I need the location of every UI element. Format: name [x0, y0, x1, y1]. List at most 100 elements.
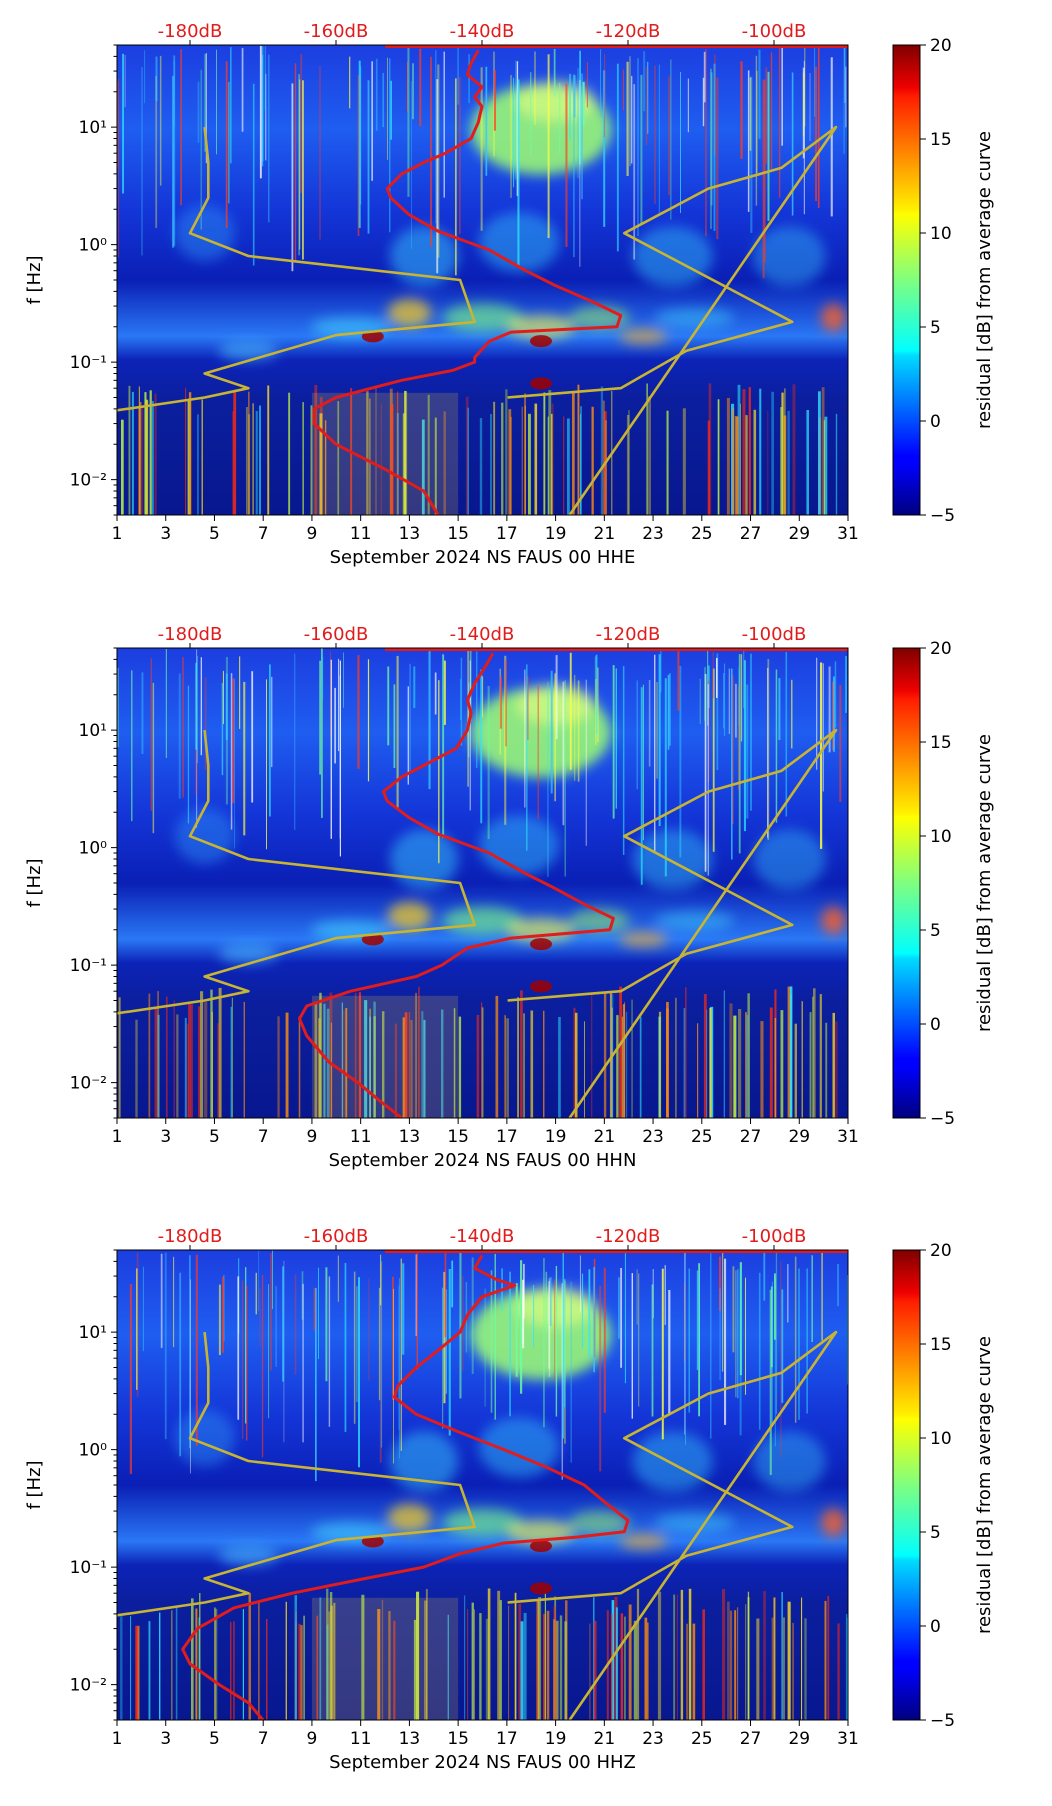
heatmap-spike — [434, 417, 437, 515]
heatmap-spike — [520, 1621, 524, 1720]
x-tick-label: 23 — [642, 1127, 664, 1147]
heatmap-spike — [369, 398, 371, 515]
heatmap-streak — [179, 1272, 182, 1457]
heatmap-spike — [145, 399, 149, 515]
heatmap-streak — [714, 54, 716, 155]
heatmap-streak — [631, 1273, 633, 1419]
heatmap-streak — [182, 657, 184, 798]
heatmap-spike — [827, 1595, 830, 1720]
heatmap-streak — [230, 47, 232, 164]
heatmap-spike — [706, 1009, 708, 1118]
heatmap-streak — [271, 676, 273, 768]
y-axis-label: f [Hz] — [24, 858, 45, 907]
spectrogram-heatmap — [117, 648, 848, 1118]
heatmap-spike — [530, 1010, 534, 1118]
heatmap-spike — [734, 416, 738, 515]
heatmap-streak — [178, 673, 181, 799]
heatmap-spike — [745, 1012, 747, 1118]
heatmap-streak — [435, 50, 437, 224]
heatmap-spike — [345, 1008, 348, 1118]
heatmap-streak — [561, 1283, 563, 1480]
heatmap-streak — [631, 75, 633, 164]
heatmap-streak — [389, 58, 391, 233]
heatmap-streak — [380, 1261, 383, 1448]
heatmap-streak — [407, 61, 409, 112]
heatmap-streak — [710, 68, 712, 229]
heatmap-streak — [155, 56, 158, 101]
heatmap-spike — [201, 399, 203, 515]
heatmap-streak — [530, 72, 532, 155]
heatmap-spike — [825, 1022, 828, 1118]
heatmap-spike — [644, 1617, 648, 1720]
heatmap-spike — [210, 989, 213, 1118]
x-tick-label: 31 — [837, 524, 859, 544]
heatmap-streak — [339, 675, 341, 839]
heatmap-spike — [620, 1613, 624, 1720]
heatmap-spike — [774, 1018, 777, 1118]
heatmap-spike — [481, 1002, 483, 1118]
heatmap-spike — [396, 413, 399, 515]
heatmap-streak — [428, 651, 431, 790]
heatmap-streak — [687, 78, 689, 133]
heatmap-spike — [773, 1598, 775, 1720]
heatmap-streak — [616, 63, 619, 252]
y-tick-label: 10⁻² — [70, 1074, 107, 1094]
heatmap-streak — [664, 678, 667, 877]
x-tick-label: 23 — [642, 1729, 664, 1749]
heatmap-spike — [577, 384, 580, 515]
heatmap-blob — [387, 901, 432, 930]
heatmap-streak — [313, 1288, 316, 1331]
heatmap-spike — [421, 1011, 424, 1118]
heatmap-streak — [190, 1279, 191, 1474]
colorbar-tick-label: 15 — [930, 130, 952, 150]
heatmap-streak — [684, 1252, 686, 1435]
colorbar — [892, 1249, 921, 1721]
heatmap-streak — [411, 81, 412, 249]
heatmap-streak — [302, 80, 304, 260]
heatmap-spike — [682, 408, 686, 515]
top-db-label: -120dB — [596, 624, 661, 645]
heatmap-streak — [763, 1250, 766, 1301]
heatmap-streak — [654, 65, 656, 204]
mean-psd-curve — [312, 49, 623, 515]
heatmap-streak — [828, 666, 831, 753]
heatmap-blob — [753, 226, 826, 287]
heatmap-streak — [294, 63, 297, 263]
heatmap-spike — [242, 1609, 244, 1720]
heatmap-streak — [586, 62, 588, 108]
heatmap-streak — [379, 1263, 382, 1463]
heatmap-spike — [603, 993, 607, 1118]
heatmap-streak — [636, 680, 638, 790]
heatmap-spike — [258, 1602, 260, 1720]
heatmap-streak — [117, 81, 119, 169]
x-tick-label: 25 — [691, 524, 713, 544]
heatmap-spike — [310, 405, 313, 515]
x-axis-label: September 2024 NS FAUS 00 HHN — [329, 1150, 637, 1171]
heatmap-streak — [814, 47, 816, 117]
heatmap-spike — [763, 1591, 766, 1720]
heatmap-streak — [624, 1253, 626, 1384]
heatmap-streak — [703, 51, 706, 103]
heatmap-streak — [195, 662, 197, 750]
heatmap-streak — [334, 687, 336, 764]
heatmap-hotspot — [529, 938, 552, 951]
heatmap-streak — [443, 51, 445, 198]
y-tick-label: 10⁻¹ — [70, 1558, 107, 1578]
heatmap-streak — [469, 660, 471, 811]
heatmap-streak — [232, 678, 235, 803]
heatmap-blob — [619, 931, 668, 948]
heatmap-streak — [737, 1269, 739, 1399]
heatmap-streak — [573, 74, 575, 258]
heatmap-streak — [739, 1271, 742, 1436]
heatmap-spike — [767, 410, 769, 515]
peterson-curve — [507, 125, 838, 515]
heatmap-spike — [233, 1621, 235, 1720]
heatmap-streak — [243, 681, 246, 836]
heatmap-streak — [740, 654, 743, 742]
heatmap-streak — [579, 1255, 581, 1313]
heatmap-streak — [775, 669, 778, 823]
heatmap-spike — [534, 403, 538, 515]
heatmap-streak — [396, 655, 399, 810]
top-db-label: -160dB — [304, 1226, 369, 1247]
heatmap-spike — [314, 385, 318, 515]
